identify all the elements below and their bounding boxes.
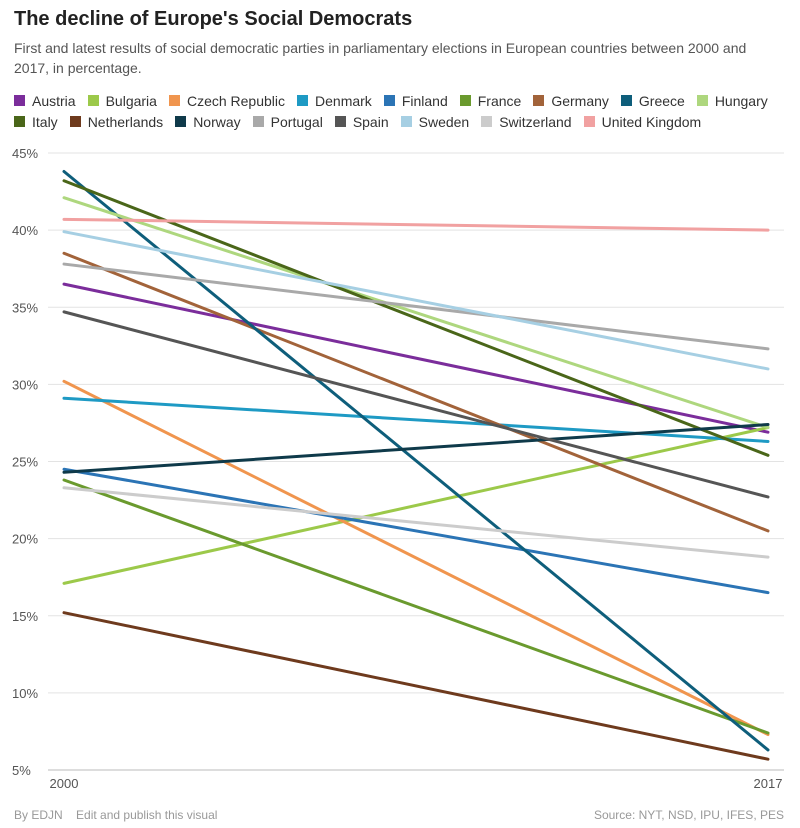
legend-item-italy[interactable]: Italy — [14, 111, 58, 132]
y-tick-label: 20% — [12, 532, 38, 547]
legend-swatch — [459, 95, 471, 106]
legend-swatch — [175, 116, 187, 127]
line-chart: 5% 10% 15% 20% 25% 30% 35% 40% 45% 2000 2017 — [12, 146, 784, 791]
legend-label: Hungary — [714, 92, 768, 109]
credit-text: By EDJN — [14, 808, 63, 822]
legend-label: Greece — [638, 92, 685, 109]
legend-item-germany[interactable]: Germany — [533, 90, 609, 111]
y-tick-label: 15% — [12, 609, 38, 624]
legend-swatch — [696, 95, 708, 106]
legend-swatch — [252, 116, 264, 127]
legend-swatch — [383, 95, 395, 106]
y-tick-label: 25% — [12, 455, 38, 470]
footer-credit: By EDJN Edit and publish this visual — [14, 808, 217, 822]
series-line-portugal — [62, 262, 770, 351]
series-line-netherlands — [62, 611, 770, 761]
legend-label: Denmark — [315, 92, 372, 109]
x-tick-label: 2000 — [50, 776, 79, 791]
chart-subtitle: First and latest results of social democ… — [14, 40, 747, 76]
legend-swatch — [14, 116, 25, 127]
legend-item-bulgaria[interactable]: Bulgaria — [87, 90, 157, 111]
y-tick-label: 40% — [12, 223, 38, 238]
series-line-norway — [62, 422, 770, 474]
legend-swatch — [69, 116, 81, 127]
series-line-united-kingdom — [62, 217, 770, 232]
series-line-hungary — [62, 196, 770, 430]
legend-item-switzerland[interactable]: Switzerland — [481, 111, 572, 132]
legend-label: Italy — [32, 113, 58, 130]
legend-item-finland[interactable]: Finland — [383, 90, 448, 111]
series-line-denmark — [62, 396, 770, 443]
series-line-bulgaria — [62, 426, 770, 585]
legend-item-portugal[interactable]: Portugal — [252, 111, 323, 132]
legend-swatch — [533, 95, 545, 106]
legend-item-netherlands[interactable]: Netherlands — [69, 111, 164, 132]
legend-label: Germany — [551, 92, 609, 109]
legend-label: United Kingdom — [601, 113, 702, 130]
legend-label: Austria — [32, 92, 76, 109]
y-tick-label: 30% — [12, 377, 38, 392]
legend-swatch — [87, 95, 99, 106]
legend-item-france[interactable]: France — [459, 90, 522, 111]
series-line-finland — [62, 467, 770, 595]
y-tick-label: 35% — [12, 300, 38, 315]
legend-label: Switzerland — [499, 113, 572, 130]
legend-swatch — [334, 116, 346, 127]
legend-swatch — [297, 95, 309, 106]
legend-item-greece[interactable]: Greece — [620, 90, 685, 111]
legend-item-sweden[interactable]: Sweden — [400, 111, 470, 132]
series-line-italy — [62, 179, 770, 457]
legend-label: Bulgaria — [105, 92, 157, 109]
series-line-austria — [62, 282, 770, 434]
series-line-spain — [62, 310, 770, 499]
series-line-czech-republic — [62, 379, 770, 737]
y-tick-label: 10% — [12, 686, 38, 701]
legend-item-hungary[interactable]: Hungary — [696, 90, 768, 111]
legend: Austria Bulgaria Czech Republic Denmark Finl… — [14, 90, 794, 132]
legend-label: Sweden — [418, 113, 470, 130]
legend-label: Portugal — [270, 113, 323, 130]
series-line-switzerland — [62, 486, 770, 559]
series-line-france — [62, 478, 770, 735]
legend-label: Spain — [352, 113, 389, 130]
legend-swatch — [168, 95, 180, 106]
legend-item-norway[interactable]: Norway — [175, 111, 241, 132]
legend-label: Netherlands — [87, 113, 164, 130]
legend-item-united-kingdom[interactable]: United Kingdom — [583, 111, 702, 132]
legend-item-czech-republic[interactable]: Czech Republic — [168, 90, 286, 111]
legend-label: France — [477, 92, 522, 109]
legend-swatch — [400, 116, 412, 127]
legend-label: Finland — [401, 92, 448, 109]
series-line-greece — [62, 170, 770, 752]
legend-swatch — [583, 116, 595, 127]
series-line-sweden — [62, 230, 770, 371]
y-tick-label: 5% — [12, 763, 31, 778]
legend-item-spain[interactable]: Spain — [334, 111, 389, 132]
x-tick-label: 2017 — [754, 776, 783, 791]
legend-swatch — [14, 95, 25, 106]
legend-item-austria[interactable]: Austria — [14, 90, 76, 111]
legend-item-denmark[interactable]: Denmark — [297, 90, 372, 111]
edit-link[interactable]: Edit and publish this visual — [76, 808, 218, 822]
source-note: Source: NYT, NSD, IPU, IFES, PES — [593, 808, 784, 822]
legend-label: Czech Republic — [186, 92, 286, 109]
y-tick-label: 45% — [12, 146, 38, 161]
series-line-germany — [62, 251, 770, 533]
chart-title: The decline of Europe's Social Democrats — [14, 8, 413, 30]
legend-swatch — [620, 95, 632, 106]
legend-label: Norway — [193, 113, 241, 130]
legend-swatch — [481, 116, 493, 127]
